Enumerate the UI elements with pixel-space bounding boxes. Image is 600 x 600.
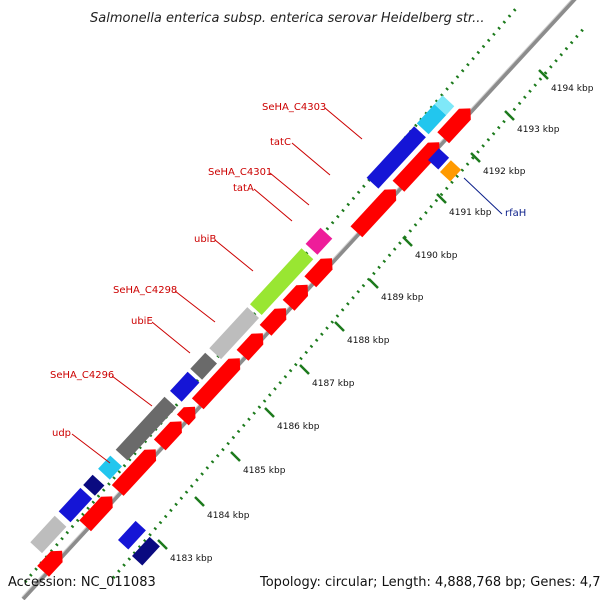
- genome-backbone-highlight: [21, 0, 572, 598]
- kbp-tick-mark: [299, 364, 310, 375]
- gene-block-tata[interactable]: [250, 248, 314, 315]
- kbp-tick-mark: [538, 69, 549, 80]
- gene-label-group: udp SeHA_C4296 ubiE SeHA_C4298 ubiB tatA SeHA_…: [50, 102, 526, 464]
- kbp-tick-label: 4193 kbp: [517, 125, 560, 135]
- forward-cds-arrow[interactable]: [392, 142, 440, 192]
- gene-label-rfah[interactable]: rfaH: [505, 208, 526, 219]
- gene-leader-line: [291, 142, 331, 176]
- gene-block-ubib[interactable]: [209, 307, 259, 360]
- gene-leader-line: [151, 321, 191, 354]
- gene-label[interactable]: SeHA_C4301: [208, 167, 272, 178]
- gene-leader-line: [463, 177, 503, 215]
- kbp-tick-mark: [157, 539, 168, 550]
- forward-cds-arrow[interactable]: [176, 406, 196, 426]
- gene-block-light-cyan[interactable]: [434, 95, 455, 116]
- gene-label[interactable]: tatA: [233, 183, 254, 194]
- accession-text: Accession: NC_011083: [8, 575, 156, 590]
- gene-leader-line: [111, 375, 153, 407]
- topology-summary: Topology: circular; Length: 4,888,768 bp…: [259, 575, 600, 590]
- gene-label[interactable]: SeHA_C4303: [262, 102, 326, 113]
- gene-block-blue[interactable]: [58, 487, 93, 523]
- kbp-tick-label: 4190 kbp: [415, 251, 458, 261]
- kbp-tick-label: 4189 kbp: [381, 293, 424, 303]
- forward-cds-arrow[interactable]: [153, 421, 182, 451]
- gene-block-seha-c4298[interactable]: [190, 352, 217, 380]
- kbp-tick-label: 4184 kbp: [207, 511, 250, 521]
- kbp-tick-label: 4183 kbp: [170, 554, 213, 564]
- kbp-tick-label: 4192 kbp: [483, 167, 526, 177]
- gene-block-gray[interactable]: [30, 515, 67, 554]
- forward-cds-arrow[interactable]: [79, 496, 113, 532]
- forward-cds-arrow[interactable]: [304, 258, 333, 288]
- kbp-tick-scale: 4183 kbp 4184 kbp 4185 kbp 4186 kbp 4187 kbp…: [157, 69, 594, 564]
- kbp-tick-mark: [264, 407, 275, 418]
- kbp-tick-label: 4187 kbp: [312, 379, 355, 389]
- gene-label[interactable]: ubiB: [194, 234, 216, 245]
- forward-cds-arrow[interactable]: [350, 189, 397, 238]
- outer-tick-ring: [23, 4, 521, 583]
- kbp-tick-mark: [470, 152, 481, 163]
- gene-block-seha-c4296[interactable]: [115, 396, 177, 461]
- forward-cds-arrow[interactable]: [282, 284, 308, 311]
- kbp-tick-mark: [504, 110, 515, 121]
- gene-block-inner-bottom-blue[interactable]: [118, 520, 146, 550]
- kbp-tick-mark: [436, 193, 447, 204]
- forward-cds-arrow[interactable]: [259, 308, 287, 336]
- kbp-tick-label: 4191 kbp: [449, 208, 492, 218]
- kbp-tick-mark: [368, 278, 379, 289]
- forward-cds-arrow[interactable]: [111, 449, 157, 496]
- gene-block-inner-blue[interactable]: [428, 148, 450, 170]
- gene-label[interactable]: SeHA_C4298: [113, 285, 177, 296]
- outer-feature-track: [30, 95, 455, 554]
- inner-feature-track: [118, 148, 462, 566]
- gene-leader-line: [269, 172, 310, 206]
- gene-block-navy[interactable]: [83, 474, 105, 496]
- gene-leader-line: [214, 239, 254, 272]
- gene-leader-line: [324, 107, 363, 140]
- gene-leader-line: [253, 188, 293, 222]
- inner-tick-ring: [111, 26, 587, 579]
- gene-label[interactable]: tatC: [270, 137, 291, 148]
- gene-block-cyan-top[interactable]: [416, 104, 447, 135]
- gene-block-rfah[interactable]: [440, 160, 462, 182]
- gene-leader-line: [71, 433, 111, 464]
- forward-cds-arrow[interactable]: [236, 333, 264, 361]
- kbp-tick-label: 4186 kbp: [277, 422, 320, 432]
- kbp-tick-label: 4188 kbp: [347, 336, 390, 346]
- gene-label[interactable]: SeHA_C4296: [50, 370, 114, 381]
- gene-block-reverse-large[interactable]: [366, 126, 426, 189]
- kbp-tick-mark: [194, 496, 205, 507]
- gene-block-ubie[interactable]: [170, 371, 200, 402]
- genome-backbone: [21, 0, 577, 600]
- kbp-tick-label: 4185 kbp: [243, 466, 286, 476]
- gene-block-inner-bottom-navy[interactable]: [132, 536, 160, 566]
- gene-block-udp[interactable]: [98, 455, 122, 480]
- gene-leader-line: [174, 290, 216, 323]
- kbp-tick-mark: [334, 321, 345, 332]
- kbp-tick-label: 4194 kbp: [551, 84, 594, 94]
- kbp-tick-mark: [230, 451, 241, 462]
- gene-label[interactable]: udp: [52, 428, 71, 439]
- gene-block-tatc[interactable]: [305, 227, 333, 255]
- forward-cds-arrow[interactable]: [191, 358, 241, 410]
- kbp-tick-mark: [402, 236, 413, 247]
- gene-label[interactable]: ubiE: [131, 316, 153, 327]
- genome-title: Salmonella enterica subsp. enterica sero…: [90, 11, 484, 26]
- forward-strand-track: [37, 108, 471, 577]
- forward-cds-arrow[interactable]: [437, 108, 471, 144]
- forward-cds-arrow[interactable]: [37, 550, 63, 577]
